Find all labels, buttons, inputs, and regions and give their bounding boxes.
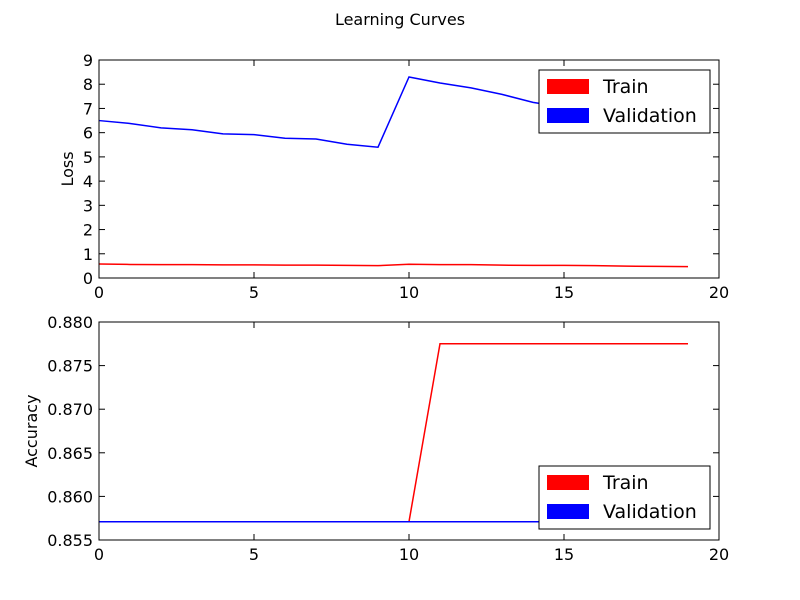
accuracy-legend-swatch-validation bbox=[547, 504, 589, 519]
accuracy-x-tick-label: 0 bbox=[94, 545, 104, 564]
loss-legend-label-train: Train bbox=[602, 76, 649, 98]
accuracy-x-tick-label: 20 bbox=[709, 545, 729, 564]
loss-x-tick-label: 0 bbox=[94, 283, 104, 302]
accuracy-x-tick-label: 5 bbox=[249, 545, 259, 564]
accuracy-legend-label-validation: Validation bbox=[603, 501, 697, 523]
loss-y-axis-label: Loss bbox=[58, 151, 77, 186]
accuracy-legend-swatch-train bbox=[547, 475, 589, 490]
loss-y-tick-label: 2 bbox=[83, 221, 93, 240]
accuracy-x-tick-label: 10 bbox=[399, 545, 419, 564]
loss-y-tick-label: 1 bbox=[83, 245, 93, 264]
loss-y-tick-label: 9 bbox=[83, 51, 93, 70]
accuracy-subplot: 0 5 10 15 20 0.855 0.860 0.865 0.870 0.875 0.880 Ac… bbox=[22, 313, 729, 564]
accuracy-y-tick-label: 0.870 bbox=[47, 400, 93, 419]
accuracy-y-tick-label: 0.860 bbox=[47, 487, 93, 506]
accuracy-y-tick-label: 0.880 bbox=[47, 313, 93, 332]
accuracy-y-tick-label: 0.865 bbox=[47, 444, 93, 463]
accuracy-x-tick-label: 15 bbox=[554, 545, 574, 564]
loss-x-tick-label: 10 bbox=[399, 283, 419, 302]
loss-legend-swatch-train bbox=[547, 79, 589, 94]
loss-legend-swatch-validation bbox=[547, 108, 589, 123]
loss-y-tick-label: 5 bbox=[83, 148, 93, 167]
figure-title: Learning Curves bbox=[335, 10, 465, 29]
loss-legend: Train Validation bbox=[538, 69, 711, 134]
loss-y-tick-label: 4 bbox=[83, 172, 93, 191]
loss-y-tick-label: 6 bbox=[83, 124, 93, 143]
loss-x-tick-label: 5 bbox=[249, 283, 259, 302]
accuracy-y-tick-label: 0.855 bbox=[47, 531, 93, 550]
loss-series-train-line bbox=[98, 263, 689, 268]
loss-x-tick-label: 15 bbox=[554, 283, 574, 302]
loss-y-tick-label: 8 bbox=[83, 75, 93, 94]
loss-x-tick-label: 20 bbox=[709, 283, 729, 302]
loss-y-tick-label: 0 bbox=[83, 269, 93, 288]
accuracy-legend-label-train: Train bbox=[602, 472, 649, 494]
loss-legend-label-validation: Validation bbox=[603, 105, 697, 127]
accuracy-y-axis-label: Accuracy bbox=[22, 394, 41, 467]
accuracy-y-tick-label: 0.875 bbox=[47, 357, 93, 376]
loss-y-tick-label: 3 bbox=[83, 196, 93, 215]
accuracy-legend: Train Validation bbox=[538, 465, 711, 530]
loss-y-tick-label: 7 bbox=[83, 99, 93, 118]
